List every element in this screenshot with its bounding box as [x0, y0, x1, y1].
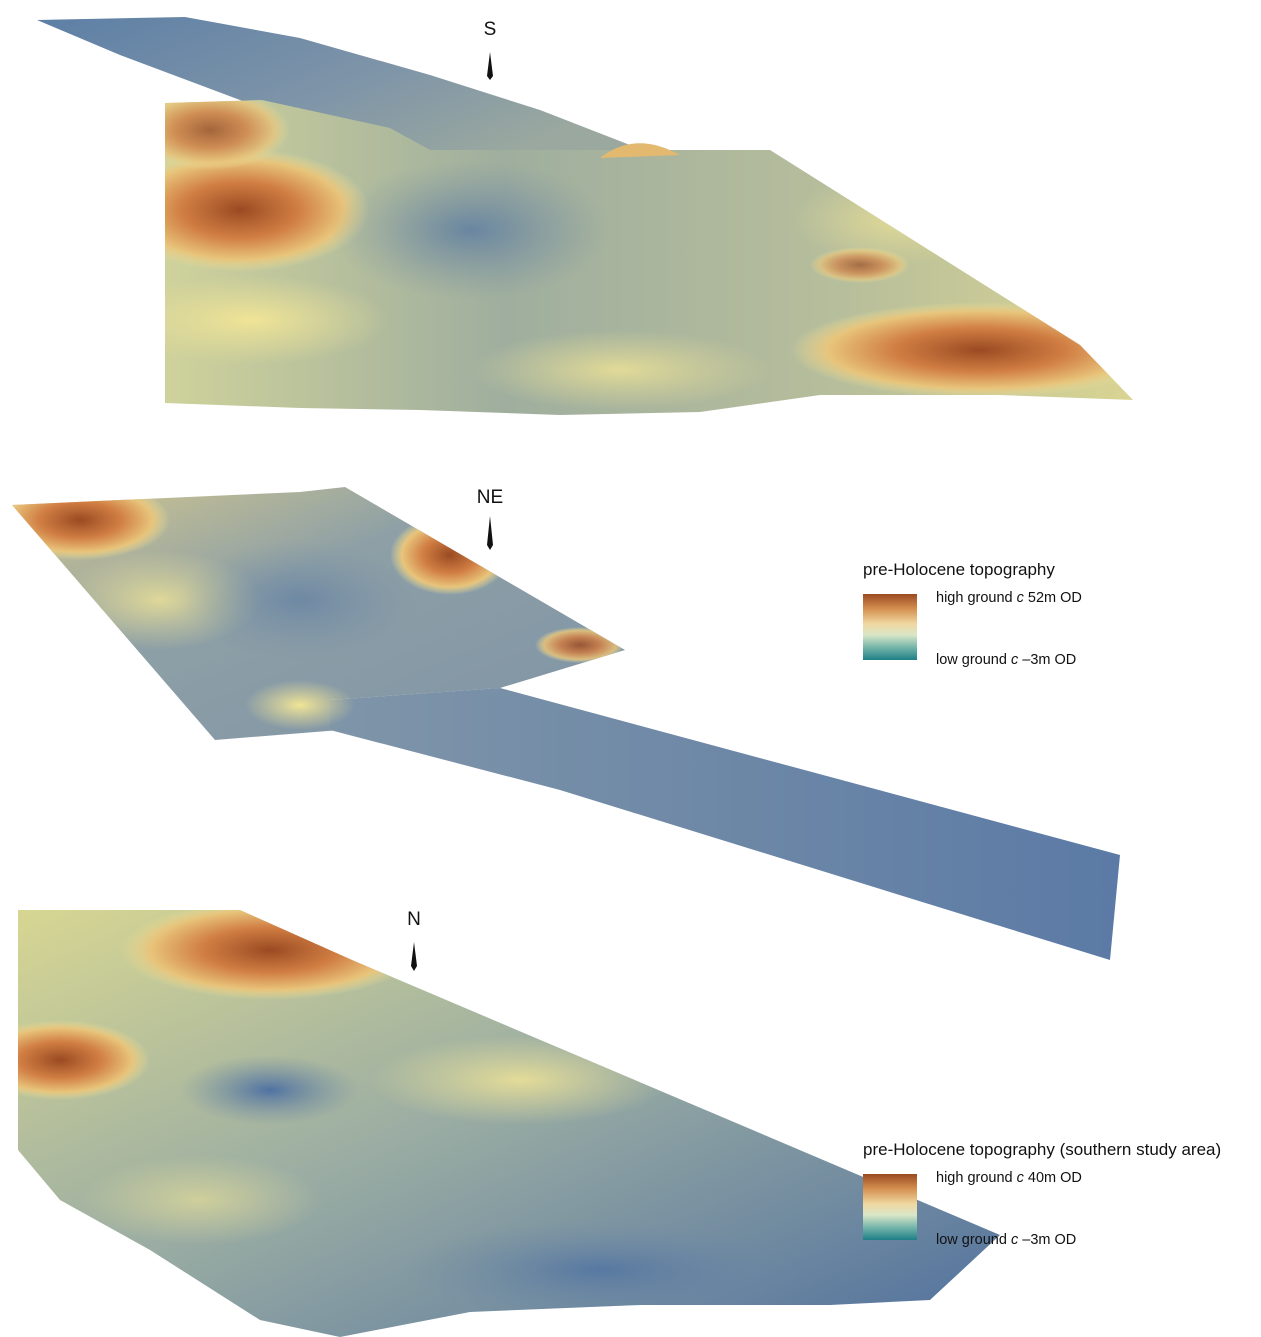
mid-ground-area [470, 330, 770, 410]
terrain-panel-bottom [18, 910, 1000, 1337]
mid-ground-area [165, 275, 390, 365]
orientation-label: NE [476, 487, 504, 508]
legend-low-label: low ground c –3m OD [936, 1232, 1077, 1248]
mid-ground-area [370, 1035, 670, 1125]
terrain-panel-middle [12, 487, 1120, 960]
low-ground-channel [180, 540, 420, 660]
legend-high-label: high ground c 52m OD [936, 590, 1082, 606]
low-ground-channel [330, 160, 610, 300]
terrain-strip-middle [330, 688, 1120, 960]
north-arrow-icon [411, 942, 417, 971]
legend-title: pre-Holocene topography [863, 560, 1055, 579]
legend-high-label: high ground c 40m OD [936, 1170, 1082, 1186]
high-ground-hill [165, 100, 290, 170]
high-ground-ridge [18, 1020, 150, 1100]
mid-ground-area [245, 680, 355, 730]
low-ground-channel [180, 1055, 360, 1125]
terrain-knoll [600, 143, 680, 158]
high-ground-ridge [790, 302, 1133, 398]
north-arrow-icon [487, 516, 493, 550]
terrain-panel-top [37, 17, 1133, 415]
mid-ground-area [80, 1155, 320, 1245]
low-ground-channel [400, 1220, 800, 1320]
high-ground-hill [165, 148, 370, 272]
orientation-label: N [407, 909, 421, 930]
orientation-label: S [483, 19, 497, 40]
high-ground-ridge [120, 910, 420, 1000]
legend-low-label: low ground c –3m OD [936, 652, 1077, 668]
high-ground-hill [535, 627, 625, 663]
terrain-strip-top [37, 17, 630, 160]
legend-title: pre-Holocene topography (southern study … [863, 1140, 1222, 1159]
legend-color-ramp [863, 594, 917, 660]
north-arrow-icon [487, 52, 493, 80]
mid-ground-area [790, 175, 1010, 265]
legend-color-ramp [863, 1174, 917, 1240]
